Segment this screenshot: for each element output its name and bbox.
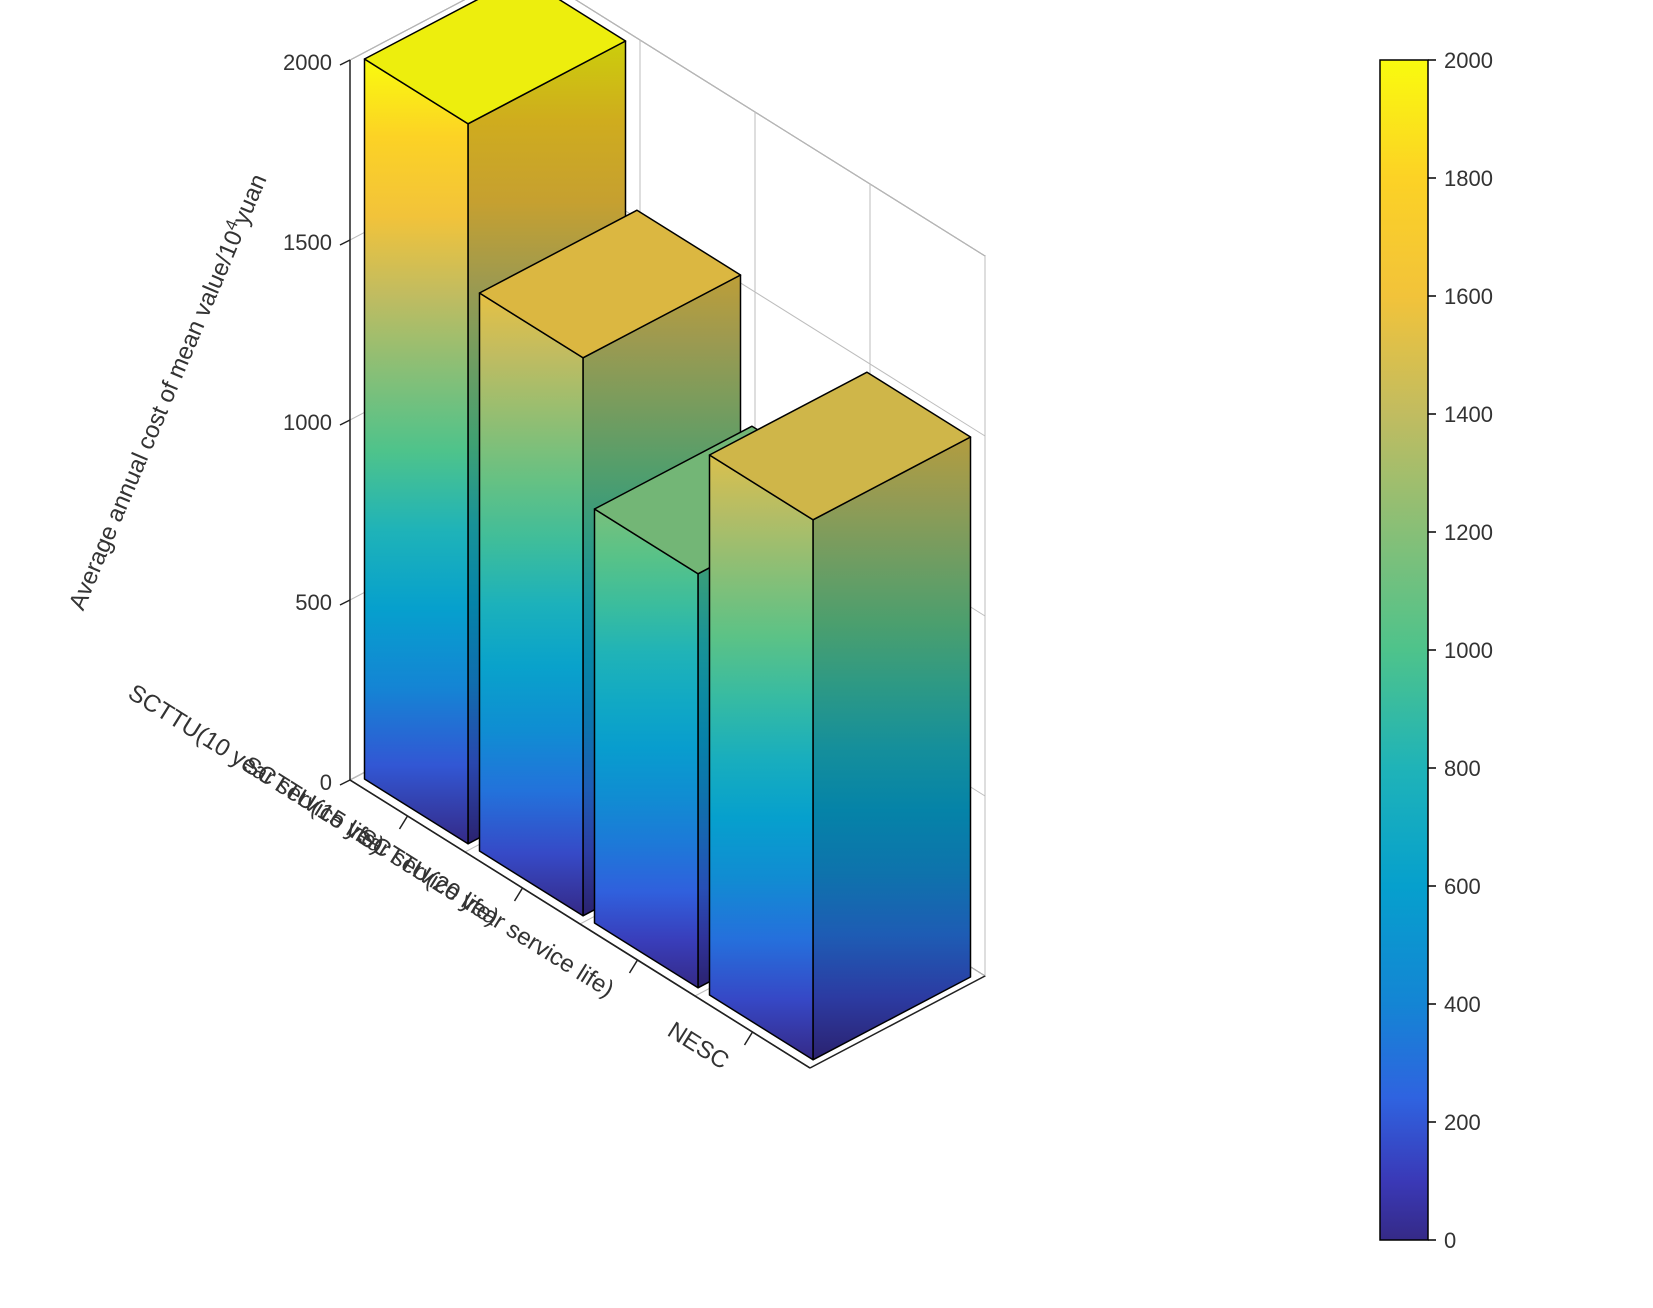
colorbar-tick-label: 600: [1444, 874, 1481, 899]
z-tick-label: 1500: [283, 230, 332, 255]
colorbar: 0 200 400 600 800 1000 1200 1400 1600 1800 2000: [1380, 48, 1493, 1253]
colorbar-tick-label: 400: [1444, 992, 1481, 1017]
z-tick-label: 2000: [283, 50, 332, 75]
z-tick-label: 1000: [283, 410, 332, 435]
z-axis-label: Average annual cost of mean value/104yua…: [61, 169, 273, 614]
bar3d-chart-svg: 0500100015002000Average annual cost of m…: [0, 0, 1653, 1308]
z-tick-label: 500: [295, 590, 332, 615]
bar-front-face: [365, 59, 469, 844]
colorbar-tick-label: 2000: [1444, 48, 1493, 73]
bar-front-face: [595, 509, 699, 988]
colorbar-tick-label: 1000: [1444, 638, 1493, 663]
bar-right-face: [813, 437, 971, 1060]
colorbar-tick-label: 0: [1444, 1228, 1456, 1253]
colorbar-tick-label: 1600: [1444, 284, 1493, 309]
bar-front-face: [480, 293, 584, 916]
bar-front-face: [710, 455, 814, 1060]
colorbar-tick-label: 1800: [1444, 166, 1493, 191]
z-axis: 0 500 1000 1500 2000 Average annual cost of m…: [61, 50, 350, 795]
chart-container: 0500100015002000Average annual cost of m…: [0, 0, 1653, 1308]
colorbar-tick-label: 200: [1444, 1110, 1481, 1135]
z-tick-label: 0: [320, 770, 332, 795]
colorbar-tick-label: 1200: [1444, 520, 1493, 545]
category-label: NESC: [663, 1017, 734, 1075]
colorbar-tick-label: 800: [1444, 756, 1481, 781]
colorbar-tick-label: 1400: [1444, 402, 1493, 427]
